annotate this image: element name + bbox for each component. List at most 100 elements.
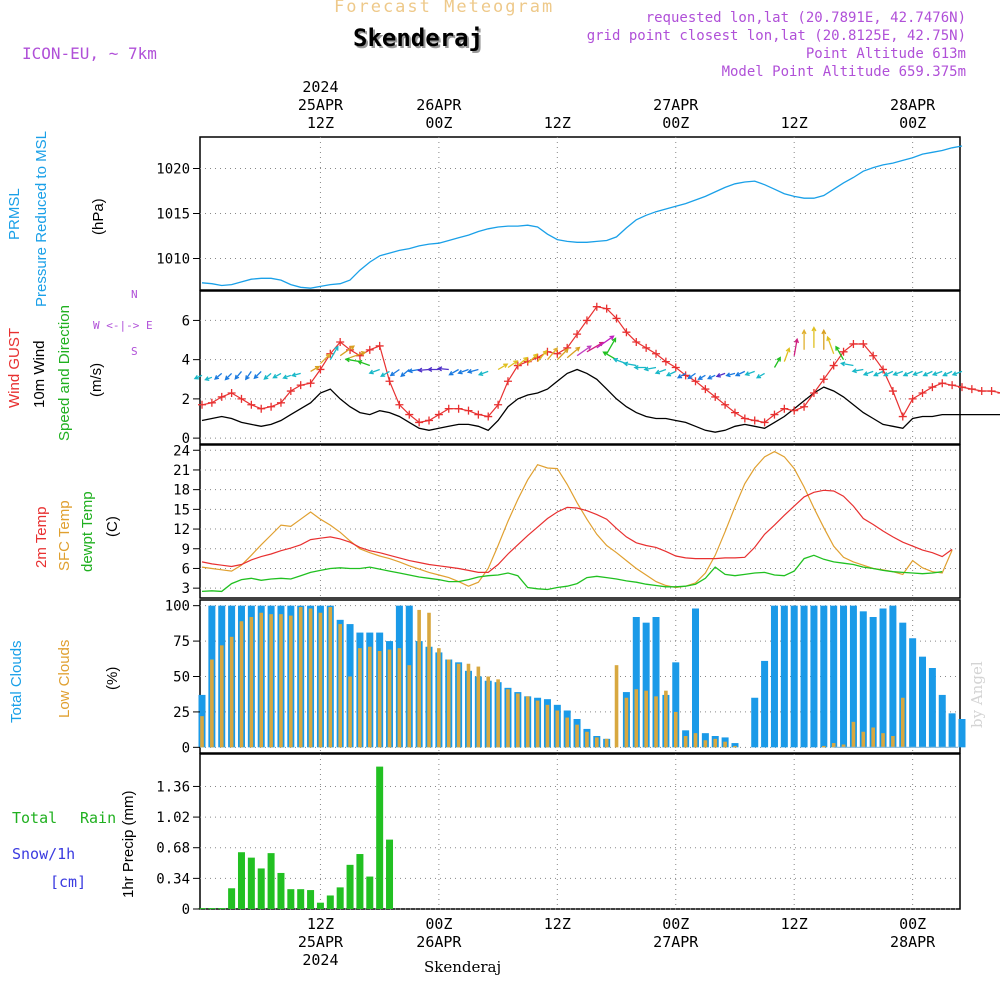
low-cloud-bar [614,665,619,748]
low-cloud-bar [269,614,273,748]
total-cloud-bar [859,611,867,748]
wind-arrow [734,370,746,377]
wind-arrow [687,372,696,380]
y-tick-label: 18 [173,483,190,499]
y-tick-label: 3 [182,581,190,597]
low-cloud-bar [595,737,599,748]
wind-arrow [457,368,469,375]
clouds-unit-label: (%) [104,666,121,690]
wind-arrow [224,372,233,381]
credit-watermark: by Angel [968,661,986,728]
y-tick-label: 6 [182,561,190,577]
total-cloud-bar [642,622,650,748]
wind-arrow [912,370,923,376]
sfc-temp-line [201,450,953,589]
y-tick-label: 50 [173,670,190,686]
gust-marker [484,412,493,421]
gust-marker [425,416,434,425]
wind-gust-label: Wind GUST [6,327,23,408]
low-cloud-bar [654,696,658,748]
total-cloud-bar [849,605,857,748]
y-tick-label: 2 [182,392,190,408]
wind-arrow [951,370,963,376]
low-cloud-bar [259,612,264,748]
gust-marker [385,377,394,386]
wind-unit-label: (m/s) [88,362,105,397]
wind-arrow [755,372,765,379]
low-cloud-bar [525,696,530,748]
precip-bar [247,857,255,909]
gust-marker [247,400,256,409]
total-cloud-bar [652,617,660,748]
precip-bar [228,888,236,909]
wind-arrow [427,366,439,372]
total-cloud-bar [731,743,739,748]
gust-marker [770,410,779,419]
x-tick-label-bottom: 28APR [890,933,936,951]
total-cloud-bar [830,605,838,748]
low-cloud-bar [318,612,323,748]
low-cloud-bar [644,690,648,748]
wind-arrow [643,366,657,372]
low-cloud-bar [516,693,520,748]
wind-arrow [931,370,943,376]
snow-label: Snow/1h [12,845,76,863]
gust-marker [573,330,582,339]
low-cloud-bar [881,733,885,748]
wind-arrow [862,370,874,376]
prmsl-label: PRMSL [6,188,23,240]
wind-arrow [665,370,677,377]
low-cloud-bar [308,608,313,748]
low-cloud-bar [604,738,609,748]
wind10-label: 10m Wind [31,340,48,408]
y-tick-label: 1020 [156,162,190,178]
low-cloud-bar [397,648,402,748]
y-tick-label: 25 [173,705,190,721]
y-tick-label: 0.68 [156,841,190,857]
wind-arrow [744,370,755,376]
total-cloud-bar [928,668,936,748]
low-cloud-bar [575,724,579,748]
wind-arrow [272,372,282,379]
low-cloud-bar [585,731,589,748]
gust-marker [198,400,206,409]
low-cloud-bar [210,659,214,748]
gust-marker [257,404,266,413]
temperature-panel-frame [199,444,961,599]
wind-arrow [851,368,864,374]
precip-bar [366,876,374,909]
gust-marker [997,392,1000,394]
gust-marker [740,414,749,423]
low-cloud-bar [200,716,204,748]
wind-arrow [517,356,529,366]
wind-arrow [697,374,706,380]
total-clouds-label: Total Clouds [8,640,25,723]
total-cloud-bar [899,622,907,748]
gust-marker [553,349,562,358]
gust-marker [859,339,868,348]
gust-marker [464,406,473,415]
total-cloud-bar [879,608,887,748]
wind-arrow [448,368,459,376]
low-cloud-bar [466,663,471,748]
wind-arrow [368,368,380,375]
gust-marker [267,402,276,411]
precip-bar [237,852,245,909]
low-cloud-bar [822,745,826,748]
total-cloud-bar [751,697,759,748]
chart-marks [193,145,1000,910]
wind-arrow [633,365,647,370]
low-cloud-bar [535,700,540,748]
gust-marker [237,394,246,403]
total-cloud-bar [958,719,966,748]
total-cloud-bar [761,660,769,748]
low-cloud-bar [279,614,283,748]
low-cloud-bar [851,721,856,748]
station-title: Skenderaj [353,24,484,52]
y-tick-label: 0 [182,431,190,447]
x-tick-label-bottom: 00Z [662,915,689,933]
wind-arrow [537,349,548,363]
low-cloud-bar [348,676,352,748]
gust-marker [711,392,720,401]
precip-bar [376,766,384,909]
